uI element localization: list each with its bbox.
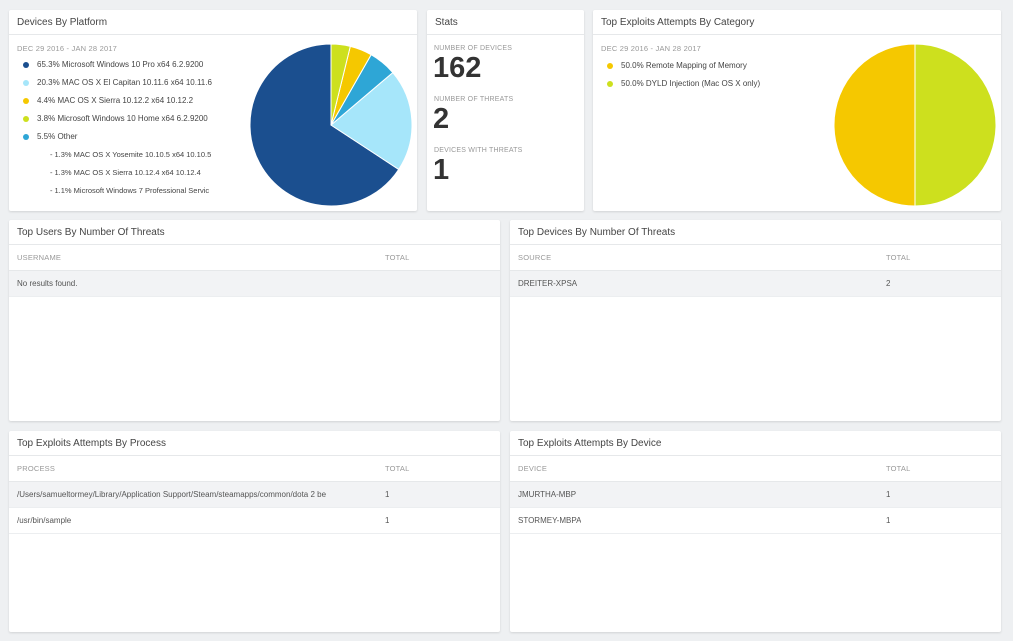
category-legend: 50.0% Remote Mapping of Memory 50.0% DYL… [607, 57, 827, 93]
cell-total: 1 [385, 490, 390, 499]
column-header-username[interactable]: USERNAME [17, 253, 62, 262]
cell-source[interactable]: DREITER-XPSA [518, 279, 578, 288]
legend-dot [23, 98, 29, 104]
date-range: DEC 29 2016 - JAN 28 2017 [601, 44, 702, 53]
stat-value: 1 [433, 154, 450, 186]
legend-dot [607, 63, 613, 69]
date-range: DEC 29 2016 - JAN 28 2017 [17, 44, 118, 53]
stat-label: NUMBER OF THREATS [434, 96, 514, 103]
card-title: Top Devices By Number Of Threats [510, 220, 1001, 245]
table-row[interactable]: JMURTHA-MBP 1 [510, 482, 1001, 508]
table-header: SOURCE TOTAL [510, 245, 1001, 271]
cell-device[interactable]: STORMEY-MBPA [518, 516, 582, 525]
exploits-by-category-card: Top Exploits Attempts By Category DEC 29… [593, 10, 1001, 211]
pie-slice-dyld-injection-mac-os-x-only[interactable] [914, 43, 997, 207]
legend-sub-label: 1.3% MAC OS X Sierra 10.12.4 x64 10.12.4 [54, 168, 201, 177]
platform-pie-chart[interactable] [249, 43, 413, 207]
table-row[interactable]: /Users/samueltormey/Library/Application … [9, 482, 500, 508]
pie-slice-microsoft-windows-10-pro-x64-6-2-9200[interactable] [249, 43, 400, 207]
cell-total: 1 [886, 516, 891, 525]
pie-slice-remote-mapping-of-memory[interactable] [833, 43, 916, 207]
legend-sub-item: -1.1% Microsoft Windows 7 Professional S… [23, 182, 233, 200]
column-header-source[interactable]: SOURCE [518, 253, 552, 262]
column-header-total[interactable]: TOTAL [886, 253, 911, 262]
legend-dot [23, 80, 29, 86]
table-row[interactable]: DREITER-XPSA 2 [510, 271, 1001, 297]
table-header: USERNAME TOTAL [9, 245, 500, 271]
legend-sub-item: -1.3% MAC OS X Sierra 10.12.4 x64 10.12.… [23, 164, 233, 182]
category-pie-chart[interactable] [833, 43, 997, 207]
legend-label: 3.8% Microsoft Windows 10 Home x64 6.2.9… [37, 114, 208, 123]
column-header-device[interactable]: DEVICE [518, 464, 548, 473]
card-title: Stats [427, 10, 584, 35]
card-title: Top Exploits Attempts By Device [510, 431, 1001, 456]
legend-item[interactable]: 50.0% DYLD Injection (Mac OS X only) [607, 75, 827, 93]
legend-label: 4.4% MAC OS X Sierra 10.12.2 x64 10.12.2 [37, 96, 194, 105]
legend-item[interactable]: 4.4% MAC OS X Sierra 10.12.2 x64 10.12.2 [23, 92, 233, 110]
stat-value: 162 [433, 52, 482, 84]
column-header-total[interactable]: TOTAL [385, 464, 410, 473]
exploits-by-device-card: Top Exploits Attempts By Device DEVICE T… [510, 431, 1001, 632]
legend-sub-label: 1.3% MAC OS X Yosemite 10.10.5 x64 10.10… [54, 150, 212, 159]
table-header: PROCESS TOTAL [9, 456, 500, 482]
card-title: Top Exploits Attempts By Category [593, 10, 1001, 35]
legend-label: 65.3% Microsoft Windows 10 Pro x64 6.2.9… [37, 60, 204, 69]
table-header: DEVICE TOTAL [510, 456, 1001, 482]
table-row[interactable]: /usr/bin/sample 1 [9, 508, 500, 534]
legend-sub-label: 1.1% Microsoft Windows 7 Professional Se… [54, 186, 210, 195]
cell-total: 1 [886, 490, 891, 499]
legend-item[interactable]: 3.8% Microsoft Windows 10 Home x64 6.2.9… [23, 110, 233, 128]
table-row[interactable]: STORMEY-MBPA 1 [510, 508, 1001, 534]
column-header-process[interactable]: PROCESS [17, 464, 56, 473]
card-title: Top Users By Number Of Threats [9, 220, 500, 245]
legend-item[interactable]: 50.0% Remote Mapping of Memory [607, 57, 827, 75]
column-header-total[interactable]: TOTAL [886, 464, 911, 473]
stat-label: NUMBER OF DEVICES [434, 45, 513, 52]
cell-total: 1 [385, 516, 390, 525]
card-title: Devices By Platform [9, 10, 417, 35]
stats-card: Stats NUMBER OF DEVICES 162 NUMBER OF TH… [427, 10, 584, 211]
legend-label: 50.0% DYLD Injection (Mac OS X only) [621, 79, 761, 88]
devices-by-platform-card: Devices By Platform DEC 29 2016 - JAN 28… [9, 10, 417, 211]
legend-dot [23, 116, 29, 122]
cell-process[interactable]: /Users/samueltormey/Library/Application … [17, 490, 327, 499]
top-devices-card: Top Devices By Number Of Threats SOURCE … [510, 220, 1001, 421]
pie-slice-microsoft-windows-10-home-x64-6-2-9200[interactable] [330, 43, 351, 126]
legend-dot [23, 134, 29, 140]
card-title: Top Exploits Attempts By Process [9, 431, 500, 456]
stat-label: DEVICES WITH THREATS [434, 147, 523, 154]
legend-label: 50.0% Remote Mapping of Memory [621, 61, 747, 70]
cell-device[interactable]: JMURTHA-MBP [518, 490, 577, 499]
pie-slice-mac-os-x-el-capitan-10-11-6-x64-10-11-6[interactable] [330, 71, 413, 171]
legend-label: 20.3% MAC OS X El Capitan 10.11.6 x64 10… [37, 78, 212, 87]
empty-message: No results found. [17, 279, 78, 288]
legend-sub-item: -1.3% MAC OS X Yosemite 10.10.5 x64 10.1… [23, 146, 233, 164]
legend-dot [607, 81, 613, 87]
stat-value: 2 [433, 103, 450, 135]
column-header-total[interactable]: TOTAL [385, 253, 410, 262]
cell-total: 2 [886, 279, 891, 288]
legend-item[interactable]: 65.3% Microsoft Windows 10 Pro x64 6.2.9… [23, 56, 233, 74]
legend-item[interactable]: 5.5% Other [23, 128, 233, 146]
legend-dot [23, 62, 29, 68]
top-users-card: Top Users By Number Of Threats USERNAME … [9, 220, 500, 421]
exploits-by-process-card: Top Exploits Attempts By Process PROCESS… [9, 431, 500, 632]
legend-label: 5.5% Other [37, 132, 78, 141]
legend-item[interactable]: 20.3% MAC OS X El Capitan 10.11.6 x64 10… [23, 74, 233, 92]
cell-process[interactable]: /usr/bin/sample [17, 516, 72, 525]
empty-row: No results found. [9, 271, 500, 297]
platform-legend: 65.3% Microsoft Windows 10 Pro x64 6.2.9… [23, 56, 233, 200]
